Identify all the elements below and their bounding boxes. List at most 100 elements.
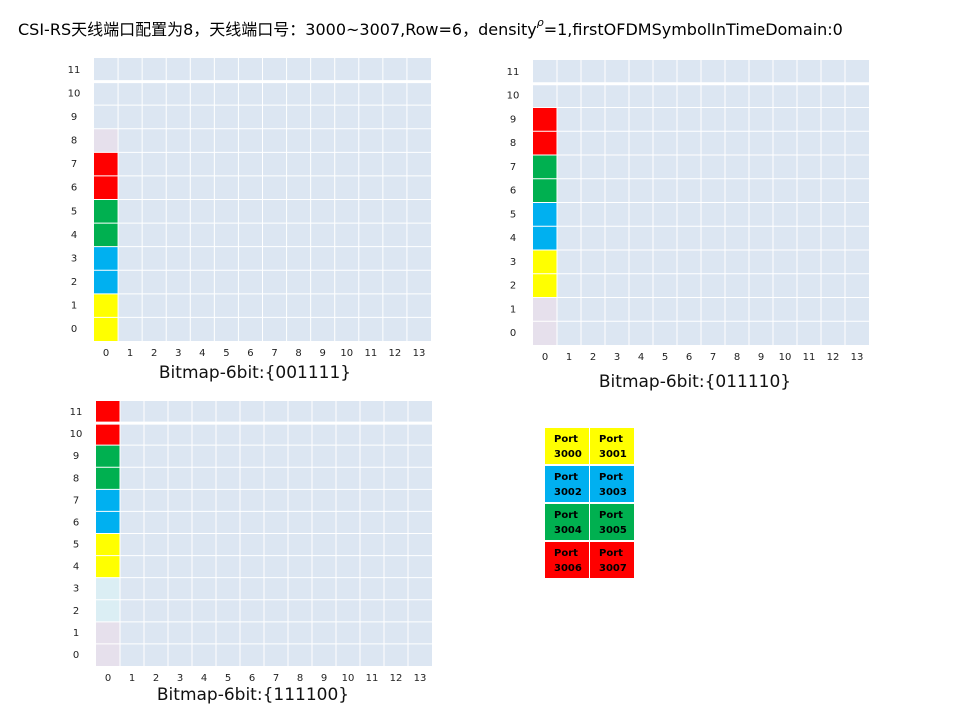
legend-label-line: 3003 bbox=[599, 487, 627, 498]
col-label: 1 bbox=[127, 348, 133, 359]
row-label: 6 bbox=[71, 183, 77, 194]
col-label: 13 bbox=[851, 352, 864, 363]
row-label: 7 bbox=[510, 162, 516, 173]
legend-cell bbox=[590, 466, 634, 502]
col-label: 0 bbox=[103, 348, 109, 359]
col-label: 12 bbox=[389, 348, 402, 359]
row-label: 4 bbox=[71, 230, 77, 241]
legend-label-line: Port bbox=[599, 434, 623, 445]
legend-label-line: Port bbox=[554, 434, 578, 445]
port-cell bbox=[94, 128, 119, 153]
legend-label: Port 3002 bbox=[554, 472, 582, 498]
port-cell bbox=[533, 131, 557, 155]
col-label: 9 bbox=[319, 348, 325, 359]
legend-cell bbox=[545, 466, 589, 502]
legend-cell bbox=[590, 504, 634, 540]
col-label: 2 bbox=[153, 673, 159, 684]
port-cell bbox=[96, 555, 120, 578]
title-text: CSI-RS天线端口配置为8，天线端口号：3000~3007,Row=6，den… bbox=[18, 20, 537, 39]
col-label: 9 bbox=[758, 352, 764, 363]
legend-label: Port 3001 bbox=[599, 434, 627, 460]
port-cell bbox=[533, 107, 557, 132]
legend-label: Port 3005 bbox=[599, 510, 627, 536]
col-label: 10 bbox=[779, 352, 792, 363]
row-label: 6 bbox=[73, 517, 79, 528]
port-cell bbox=[533, 202, 557, 227]
row-label: 2 bbox=[73, 606, 79, 617]
row-label: 9 bbox=[71, 112, 77, 123]
port-cell bbox=[94, 246, 119, 271]
row-label: 8 bbox=[510, 138, 516, 149]
port-cell bbox=[94, 270, 119, 294]
col-label: 5 bbox=[223, 348, 229, 359]
legend-label-line: Port bbox=[599, 510, 623, 521]
row-label: 2 bbox=[510, 281, 516, 292]
row-label: 10 bbox=[70, 429, 83, 440]
col-label: 6 bbox=[247, 348, 253, 359]
row-label: 5 bbox=[510, 209, 516, 220]
port-cell bbox=[533, 155, 557, 179]
legend-label: Port 3006 bbox=[554, 548, 582, 574]
port-cell bbox=[96, 643, 120, 666]
col-label: 4 bbox=[201, 673, 207, 684]
port-cell bbox=[94, 152, 119, 176]
col-label: 3 bbox=[614, 352, 620, 363]
row-label: 0 bbox=[510, 328, 516, 339]
port-cell bbox=[533, 297, 557, 322]
port-cell bbox=[533, 178, 557, 203]
row-label: 4 bbox=[510, 233, 516, 244]
col-label: 10 bbox=[342, 673, 355, 684]
row-label: 10 bbox=[507, 91, 520, 102]
legend-label-line: Port bbox=[554, 510, 578, 521]
legend-label: Port 3007 bbox=[599, 548, 627, 574]
legend-label-line: 3000 bbox=[554, 449, 582, 460]
row-label: 5 bbox=[71, 206, 77, 217]
legend-cell bbox=[590, 542, 634, 578]
port-cell bbox=[533, 273, 557, 298]
legend-label-line: 3002 bbox=[554, 487, 582, 498]
row-label: 3 bbox=[73, 584, 79, 595]
col-label: 1 bbox=[566, 352, 572, 363]
port-cell bbox=[96, 445, 120, 468]
port-cell bbox=[96, 511, 120, 534]
caption: Bitmap-6bit:{001111} bbox=[159, 363, 351, 383]
caption: Bitmap-6bit:{011110} bbox=[599, 372, 791, 392]
row-label: 8 bbox=[73, 473, 79, 484]
legend-label: Port 3004 bbox=[554, 510, 582, 536]
row-label: 8 bbox=[71, 136, 77, 147]
legend-cell bbox=[545, 542, 589, 578]
col-label: 3 bbox=[175, 348, 181, 359]
legend-cell bbox=[545, 504, 589, 540]
legend-label-line: Port bbox=[554, 472, 578, 483]
row-label: 6 bbox=[510, 186, 516, 197]
col-label: 13 bbox=[414, 673, 427, 684]
port-cell bbox=[94, 293, 119, 318]
row-label: 2 bbox=[71, 277, 77, 288]
row-label: 9 bbox=[510, 114, 516, 125]
row-label: 11 bbox=[70, 407, 83, 418]
port-cell bbox=[94, 317, 119, 341]
col-label: 7 bbox=[273, 673, 279, 684]
legend-label-line: Port bbox=[599, 472, 623, 483]
row-label: 7 bbox=[73, 495, 79, 506]
col-label: 8 bbox=[734, 352, 740, 363]
col-label: 1 bbox=[129, 673, 135, 684]
row-label: 5 bbox=[73, 540, 79, 551]
port-cell bbox=[96, 621, 120, 644]
caption: Bitmap-6bit:{111100} bbox=[157, 685, 349, 705]
col-label: 8 bbox=[295, 348, 301, 359]
col-label: 8 bbox=[297, 673, 303, 684]
port-cell bbox=[533, 250, 557, 274]
col-label: 0 bbox=[105, 673, 111, 684]
col-label: 11 bbox=[364, 348, 377, 359]
legend-cell bbox=[545, 428, 589, 464]
port-cell bbox=[96, 423, 120, 446]
port-cell bbox=[94, 223, 119, 247]
port-cell bbox=[94, 175, 119, 200]
row-label: 3 bbox=[510, 257, 516, 268]
col-label: 7 bbox=[710, 352, 716, 363]
port-cell bbox=[96, 401, 120, 424]
col-label: 12 bbox=[827, 352, 840, 363]
row-label: 4 bbox=[73, 562, 79, 573]
